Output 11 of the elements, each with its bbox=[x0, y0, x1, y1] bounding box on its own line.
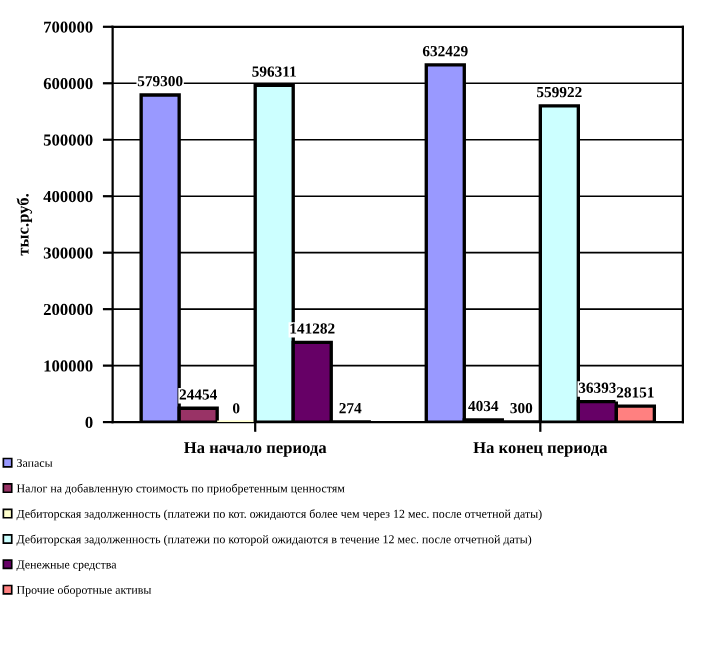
y-tick-label: 700000 bbox=[44, 21, 93, 33]
y-tick-label: 100000 bbox=[44, 360, 93, 372]
y-tick-label: 400000 bbox=[43, 190, 93, 203]
x-tick-label: На начало периода bbox=[184, 442, 327, 457]
y-tick-label: 200000 bbox=[43, 303, 93, 316]
y-tick-label: 300000 bbox=[43, 247, 93, 259]
y-tick-label: 600000 bbox=[43, 77, 93, 90]
y-axis-title: тыс.руб. bbox=[16, 193, 33, 256]
y-tick-label: 0 bbox=[85, 416, 93, 429]
y-tick-label: 500000 bbox=[43, 134, 93, 146]
x-tick-label: На конец периода bbox=[473, 442, 608, 457]
